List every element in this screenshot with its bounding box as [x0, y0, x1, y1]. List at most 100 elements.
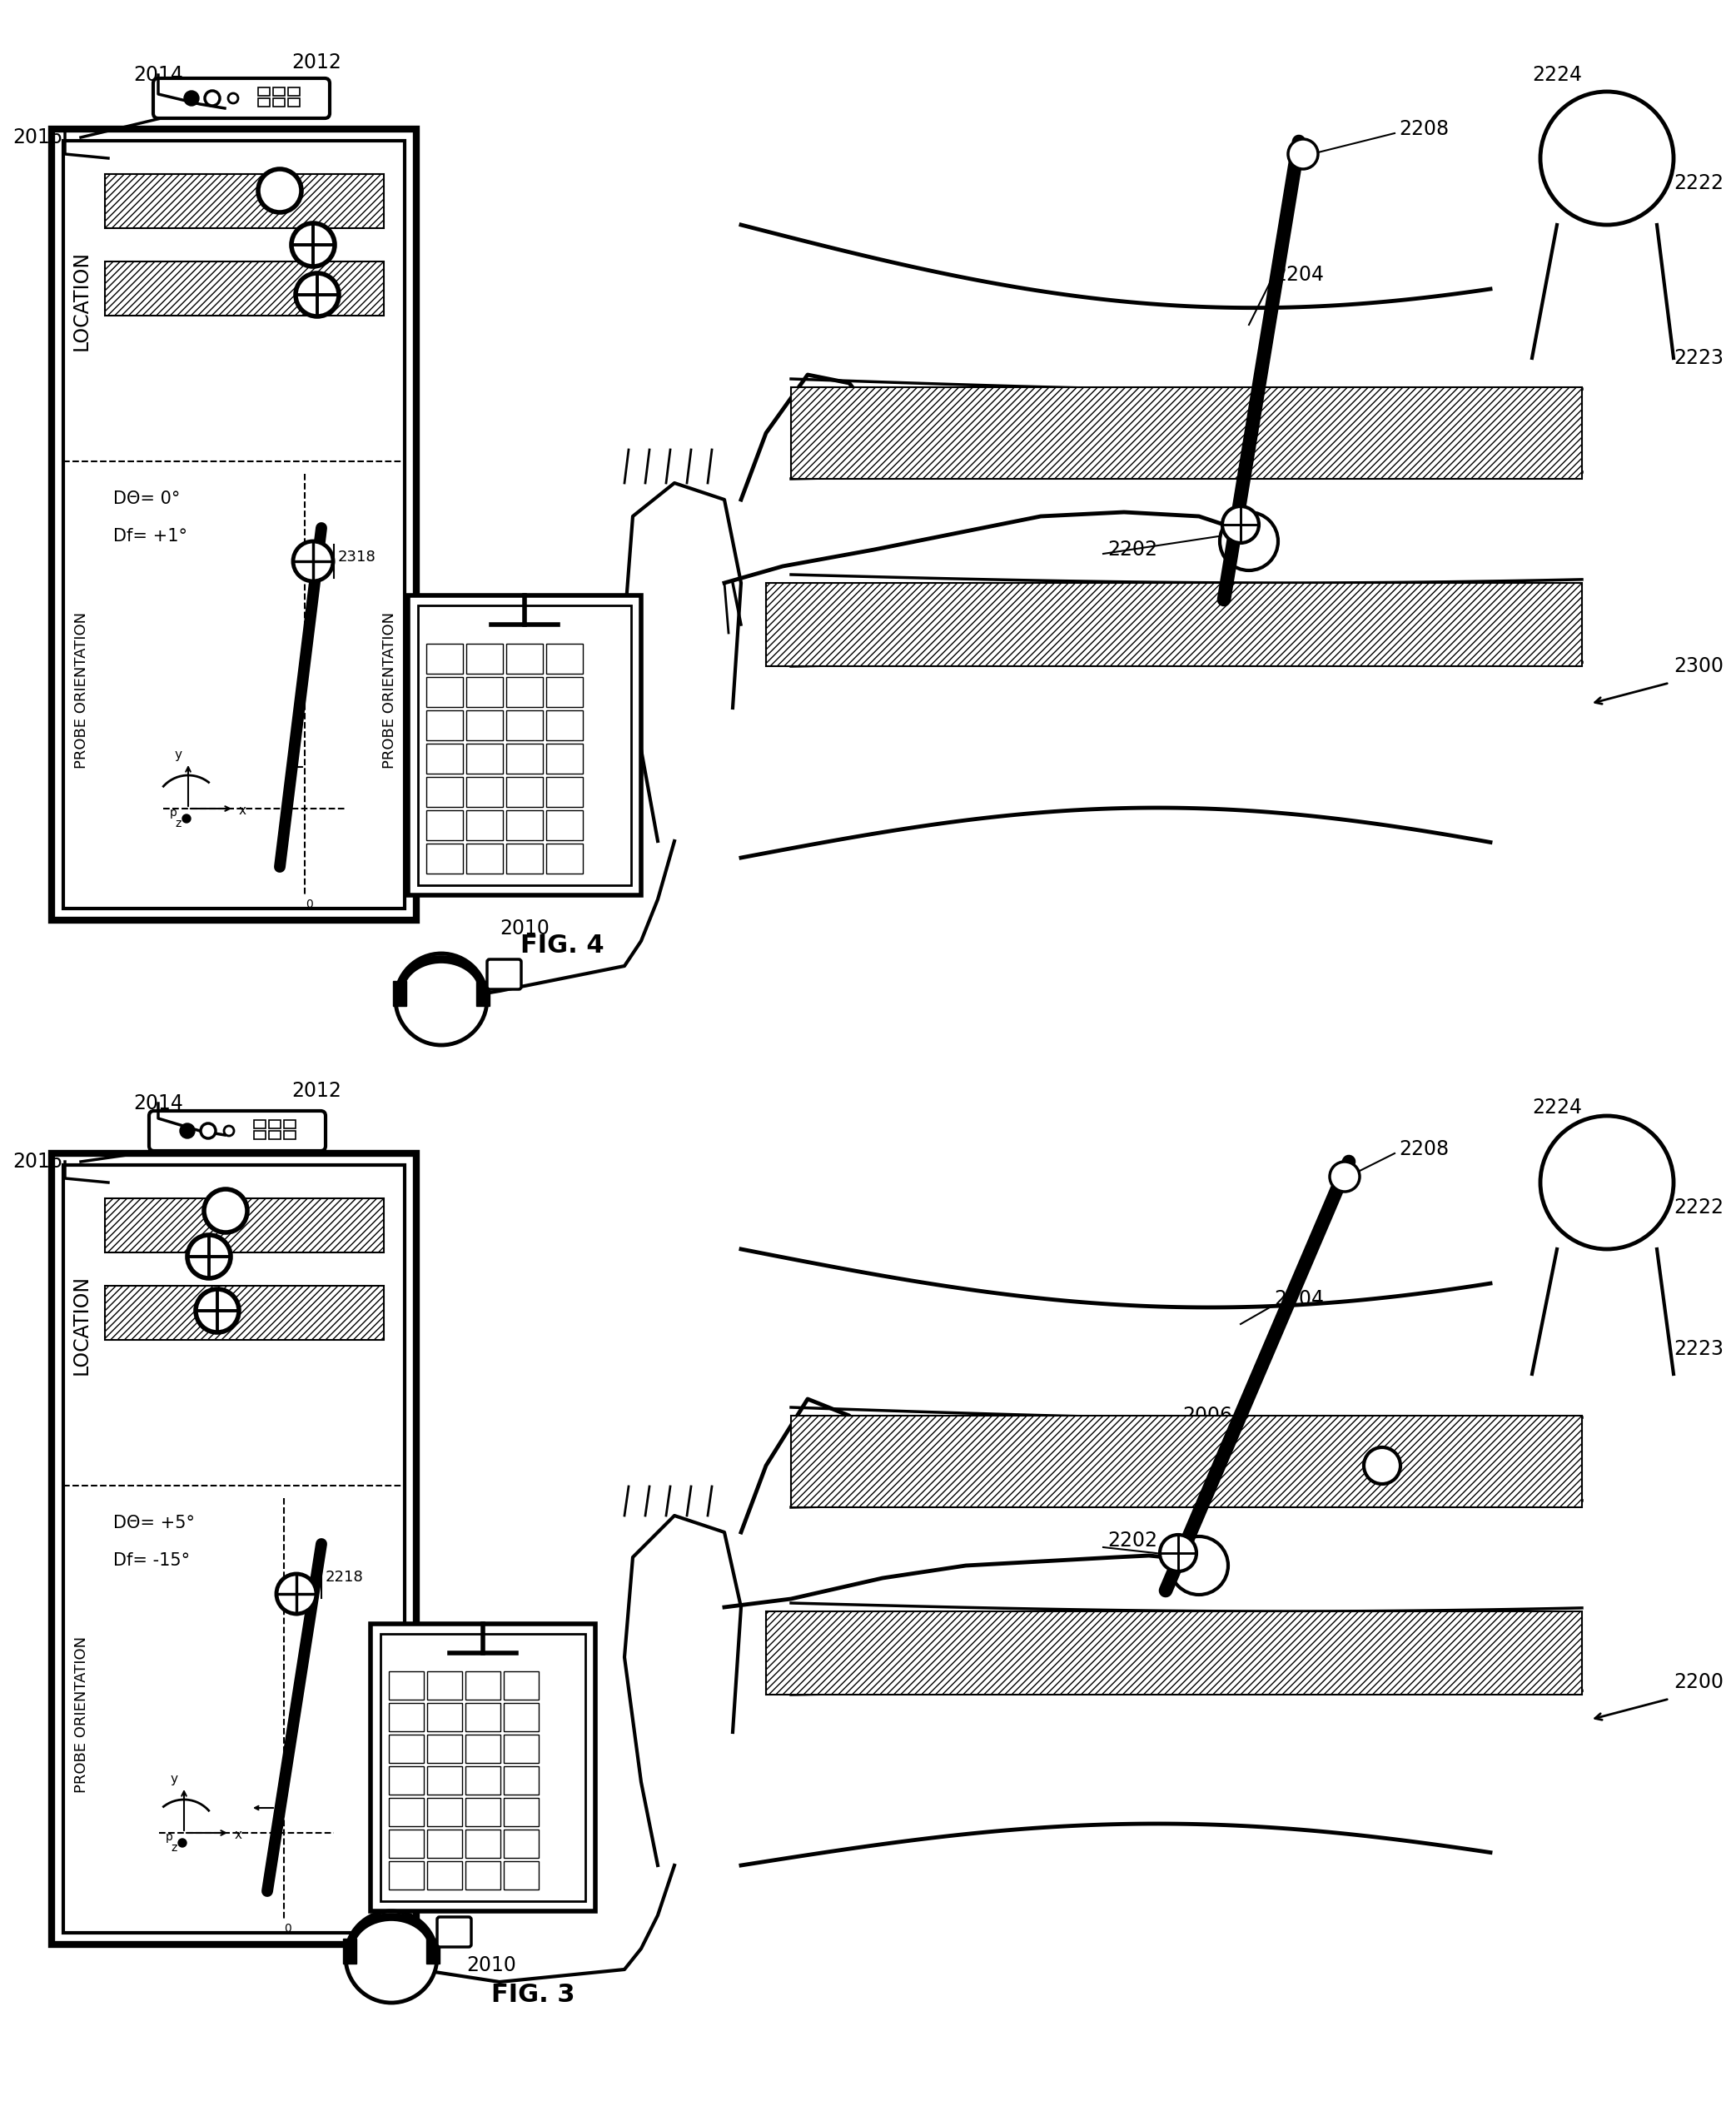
Text: 2220: 2220 [247, 1286, 285, 1301]
Bar [547, 710, 583, 740]
Text: DΘ= +5°: DΘ= +5° [113, 1514, 194, 1531]
Bar [52, 130, 417, 921]
Bar [253, 1131, 266, 1140]
Circle shape [205, 1188, 247, 1233]
Bar [467, 744, 503, 774]
Bar [104, 1286, 384, 1339]
Bar [503, 1767, 538, 1794]
Bar [427, 776, 464, 808]
Bar [547, 844, 583, 874]
Bar [389, 1735, 424, 1762]
Text: 2222: 2222 [1674, 1197, 1724, 1218]
Bar [507, 744, 543, 774]
Circle shape [292, 223, 335, 266]
Bar [253, 1120, 266, 1129]
Bar [465, 1671, 500, 1699]
Text: Df= -15°: Df= -15° [113, 1552, 189, 1569]
Text: 2223: 2223 [1674, 349, 1724, 368]
Bar [427, 1860, 462, 1890]
Circle shape [182, 814, 191, 823]
Bar [52, 1152, 417, 1945]
Bar [104, 261, 384, 315]
Circle shape [1160, 1535, 1196, 1571]
FancyBboxPatch shape [488, 959, 521, 989]
Text: 2204: 2204 [1274, 266, 1325, 285]
Bar [269, 1120, 281, 1129]
Bar [427, 676, 464, 708]
Bar [465, 1735, 500, 1762]
Circle shape [345, 1911, 437, 2003]
Bar [547, 744, 583, 774]
Circle shape [1170, 1537, 1227, 1594]
Bar [427, 744, 464, 774]
Bar [273, 98, 285, 106]
Circle shape [259, 170, 302, 213]
Bar [507, 644, 543, 674]
FancyBboxPatch shape [149, 1112, 326, 1150]
Text: 2222: 2222 [1674, 172, 1724, 193]
Circle shape [201, 1123, 215, 1137]
Bar [465, 1703, 500, 1731]
Bar [465, 1767, 500, 1794]
Bar [104, 174, 384, 227]
Bar [427, 810, 464, 840]
Circle shape [1222, 506, 1259, 542]
Text: LOCATION: LOCATION [71, 1276, 92, 1376]
Text: 2016: 2016 [12, 128, 62, 147]
Bar [503, 1671, 538, 1699]
FancyBboxPatch shape [437, 1918, 470, 1947]
Bar [427, 1703, 462, 1731]
Bar [503, 1799, 538, 1826]
Bar [465, 1799, 500, 1826]
Bar [418, 606, 632, 884]
Bar [507, 810, 543, 840]
Circle shape [396, 952, 488, 1046]
Text: 0: 0 [306, 899, 312, 910]
Bar [288, 98, 300, 106]
Bar [503, 1830, 538, 1858]
Text: 2012: 2012 [292, 1080, 342, 1101]
Bar [62, 1165, 404, 1933]
Bar [467, 844, 503, 874]
Text: 2320: 2320 [288, 300, 326, 315]
Text: 2016: 2016 [12, 1152, 62, 1171]
Bar [344, 1939, 356, 1964]
Bar [766, 1612, 1581, 1694]
Circle shape [1540, 91, 1674, 225]
Circle shape [205, 91, 220, 106]
FancyBboxPatch shape [153, 79, 330, 119]
Bar [467, 644, 503, 674]
Bar [547, 776, 583, 808]
Text: 2006: 2006 [1182, 432, 1233, 451]
Bar [792, 1416, 1581, 1507]
Text: 2318: 2318 [339, 551, 377, 566]
Bar [507, 676, 543, 708]
Circle shape [293, 542, 333, 580]
Text: DΘ= 0°: DΘ= 0° [113, 491, 181, 508]
Circle shape [1364, 1448, 1401, 1484]
Text: FIG. 4: FIG. 4 [521, 933, 604, 957]
Text: FIG. 3: FIG. 3 [491, 1981, 575, 2007]
Bar [547, 810, 583, 840]
Bar [427, 710, 464, 740]
Bar [389, 1799, 424, 1826]
Bar [427, 1939, 439, 1964]
Text: z: z [175, 819, 181, 829]
Text: PROBE ORIENTATION: PROBE ORIENTATION [75, 612, 89, 770]
Text: 2014: 2014 [134, 1093, 182, 1114]
Text: PROBE ORIENTATION: PROBE ORIENTATION [382, 612, 398, 770]
Text: 2224: 2224 [1531, 66, 1581, 85]
Text: 2223: 2223 [1674, 1339, 1724, 1359]
Bar [467, 776, 503, 808]
Text: y: y [170, 1773, 177, 1786]
Text: 2208: 2208 [1399, 119, 1450, 138]
Text: 0: 0 [285, 1922, 292, 1935]
Text: p: p [170, 808, 177, 819]
Circle shape [1220, 512, 1278, 570]
Text: x: x [238, 804, 247, 816]
Text: 2300: 2300 [1674, 657, 1724, 676]
Bar [389, 1830, 424, 1858]
Circle shape [295, 272, 339, 317]
Bar [427, 844, 464, 874]
Bar [427, 1830, 462, 1858]
